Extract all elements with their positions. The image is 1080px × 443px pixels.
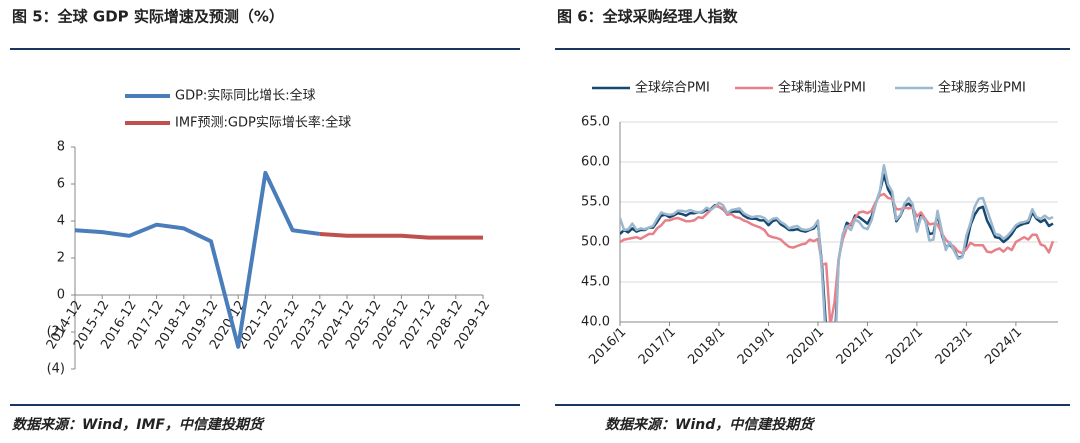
x-tick-label: 2023/1 xyxy=(933,325,976,368)
series-line xyxy=(319,231,483,240)
y-tick-label: 0 xyxy=(57,288,65,303)
figure-title: 图 5：全球 GDP 实际增速及预测（%） xyxy=(12,8,284,26)
y-tick-label: 2 xyxy=(57,251,65,266)
y-tick-label: 4 xyxy=(57,214,65,229)
y-tick-label: 45.0 xyxy=(581,275,610,290)
x-tick-label: 2020/1 xyxy=(784,325,827,368)
series-line xyxy=(74,170,321,349)
y-tick-label: (2) xyxy=(47,325,65,340)
y-tick-label: (4) xyxy=(47,362,65,377)
figure-title: 图 6：全球采购经理人指数 xyxy=(557,8,739,26)
y-tick-label: 6 xyxy=(57,177,65,192)
x-tick-label: 2017/1 xyxy=(636,325,679,368)
source-note: 数据来源：Wind，中信建投期货 xyxy=(605,416,815,433)
y-tick-label: 55.0 xyxy=(581,195,610,210)
series-line xyxy=(620,163,1054,322)
legend-label: 全球服务业PMI xyxy=(938,80,1026,96)
x-tick-label: 2024/1 xyxy=(982,325,1025,368)
x-tick-label: 2016/1 xyxy=(586,325,629,368)
x-tick-label: 2019/1 xyxy=(735,325,778,368)
y-tick-label: 60.0 xyxy=(581,155,610,170)
y-tick-label: 50.0 xyxy=(581,235,610,250)
x-tick-label: 2022/1 xyxy=(883,325,926,368)
y-tick-label: 65.0 xyxy=(581,115,610,130)
legend-label: 全球综合PMI xyxy=(635,80,710,96)
series-line xyxy=(620,192,1055,322)
source-note: 数据来源：Wind，IMF，中信建投期货 xyxy=(12,416,265,433)
y-tick-label: 40.0 xyxy=(581,315,610,330)
legend-label: GDP:实际同比增长:全球 xyxy=(175,88,316,104)
y-tick-label: 8 xyxy=(57,140,65,155)
legend-label: 全球制造业PMI xyxy=(778,80,866,96)
legend-label: IMF预测:GDP实际增长率:全球 xyxy=(175,115,351,131)
x-tick-label: 2018/1 xyxy=(685,325,728,368)
x-tick-label: 2021/1 xyxy=(834,325,877,368)
